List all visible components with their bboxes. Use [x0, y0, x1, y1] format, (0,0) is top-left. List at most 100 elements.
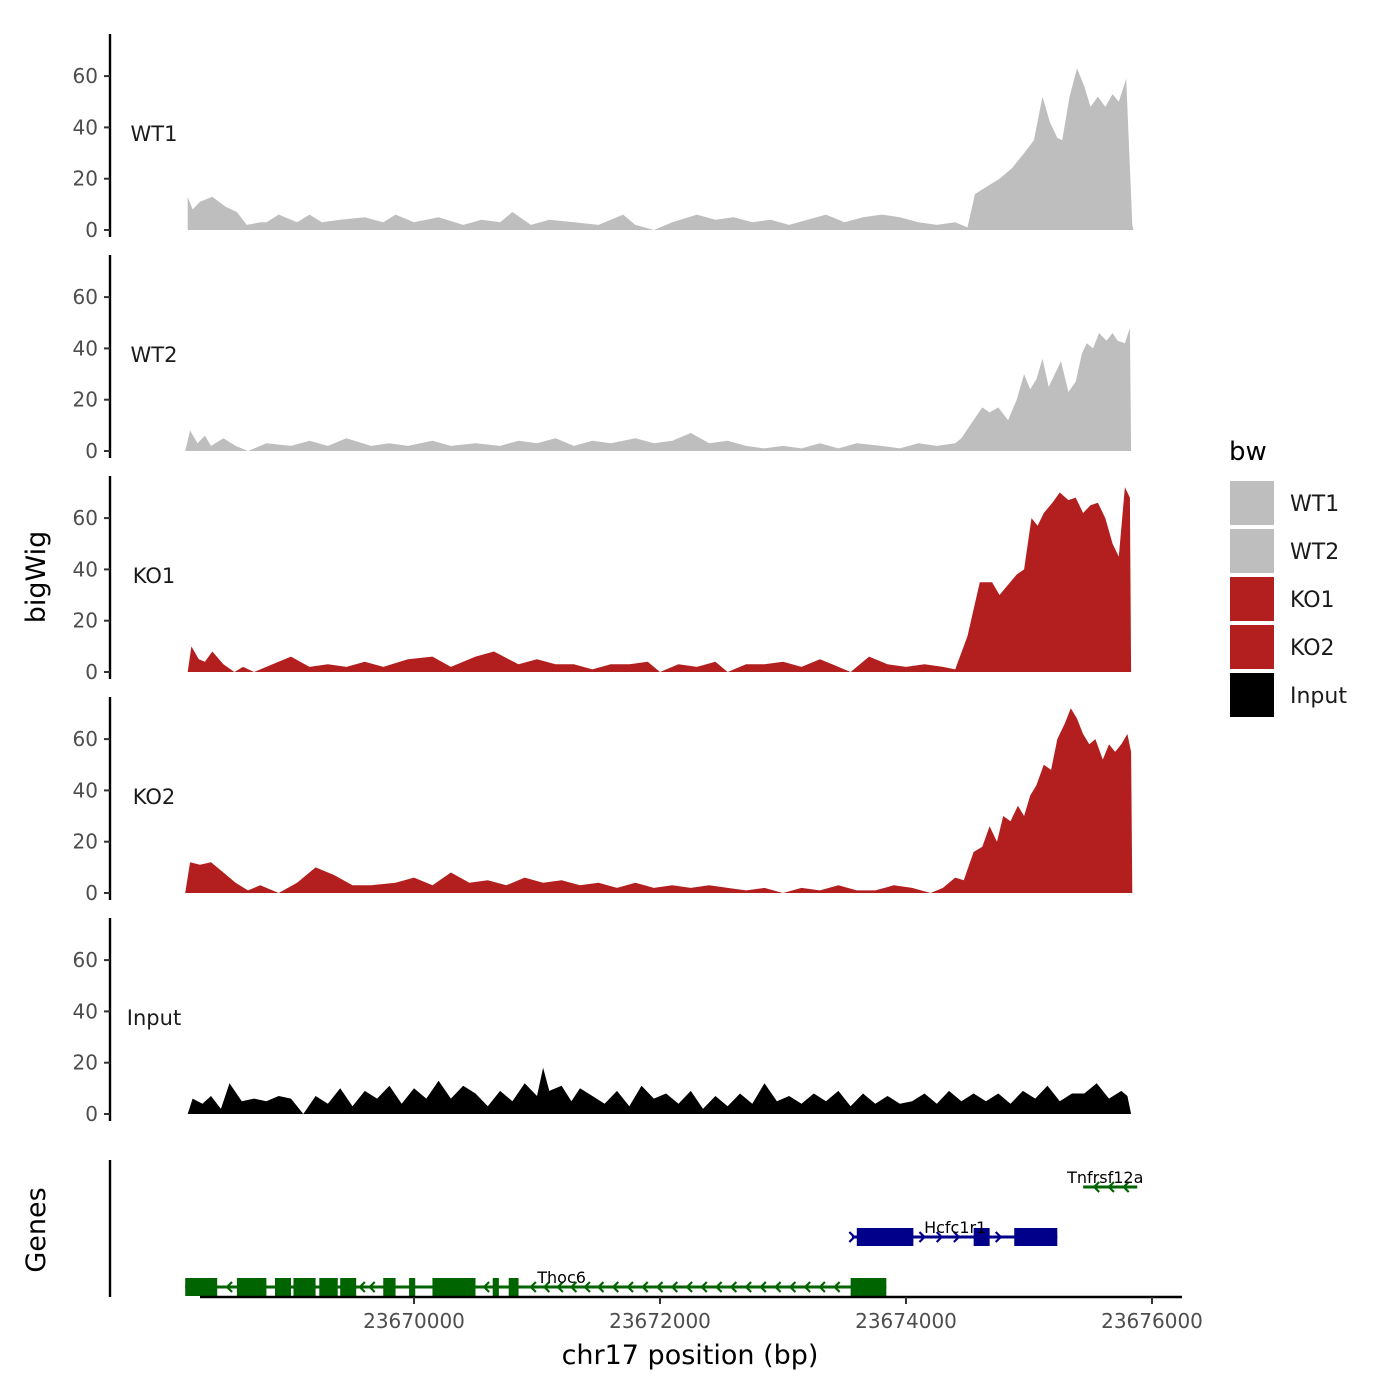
- y-tick-label: 40: [73, 999, 98, 1023]
- track-label: KO2: [133, 785, 176, 809]
- gene-exon: [185, 1278, 218, 1296]
- gene-exon: [340, 1278, 357, 1296]
- coverage-area-input: [187, 1067, 1132, 1114]
- track-panel-wt1: 0 20 40 60 WT1: [73, 34, 1134, 242]
- legend-swatch-ko2: [1228, 623, 1276, 671]
- gene-strand-arrow: [1107, 1181, 1115, 1193]
- legend-label-wt2: WT2: [1290, 540, 1339, 565]
- genes-axis-title: Genes: [21, 1187, 52, 1272]
- gene-exon: [236, 1278, 267, 1296]
- gene-tnfrsf12a: Tnfrsf12a: [1066, 1168, 1143, 1193]
- gene-strand-arrow: [611, 1281, 620, 1293]
- gene-label: Thoc6: [536, 1268, 586, 1287]
- gene-strand-arrow: [670, 1281, 679, 1293]
- y-tick-label: 60: [73, 948, 98, 972]
- gene-exon: [1014, 1228, 1058, 1246]
- track-panel-ko2: 0 20 40 60 KO2: [73, 697, 1133, 905]
- gene-hcfc1r1: Hcfc1r1: [848, 1218, 1058, 1246]
- track-panel-input: 0 20 40 60 Input: [73, 918, 1132, 1126]
- gene-strand-arrow: [715, 1281, 723, 1293]
- gene-strand-arrow: [848, 1231, 856, 1243]
- y-tick-label: 20: [73, 609, 98, 633]
- x-axis-title: chr17 position (bp): [562, 1340, 819, 1371]
- legend-label-ko2: KO2: [1290, 636, 1335, 661]
- gene-strand-arrow: [283, 1281, 291, 1293]
- y-tick-label: 20: [73, 167, 98, 191]
- gene-exon: [973, 1228, 990, 1246]
- gene-strand-arrow: [358, 1281, 366, 1293]
- gene-exon: [432, 1278, 476, 1296]
- y-tick-label: 40: [73, 115, 98, 139]
- gene-label: Hcfc1r1: [924, 1218, 986, 1237]
- track-panel-ko1: 0 20 40 60 KO1: [73, 476, 1132, 684]
- y-tick-label: 0: [85, 660, 98, 684]
- y-tick-label: 20: [73, 1051, 98, 1075]
- y-tick-label: 60: [73, 285, 98, 309]
- gene-exon: [409, 1278, 416, 1296]
- gene-strand-arrow: [225, 1281, 233, 1293]
- gene-strand-arrow: [556, 1281, 564, 1293]
- gene-strand-arrow: [368, 1281, 376, 1293]
- gene-exon: [856, 1228, 914, 1246]
- y-tick-label: 40: [73, 778, 98, 802]
- legend-swatch-ko1: [1228, 575, 1276, 623]
- coverage-area-wt2: [185, 327, 1132, 451]
- gene-exon: [850, 1278, 887, 1296]
- track-label: WT1: [131, 122, 178, 146]
- gene-exon: [492, 1278, 499, 1296]
- gene-strand-arrow: [569, 1281, 578, 1293]
- legend-label-input: Input: [1290, 684, 1347, 709]
- y-tick-label: 60: [73, 64, 98, 88]
- gene-strand-arrow: [655, 1281, 664, 1293]
- coverage-area-wt1: [187, 68, 1134, 231]
- gene-strand-arrow: [1122, 1181, 1130, 1193]
- gene-label: Tnfrsf12a: [1066, 1168, 1143, 1187]
- gene-strand-arrow: [542, 1281, 551, 1293]
- legend-title: bw: [1229, 437, 1267, 467]
- gene-strand-arrow: [788, 1281, 797, 1293]
- gene-strand-arrow: [685, 1281, 693, 1293]
- legend: bw WT1 WT2 KO1 KO2 Input: [1228, 437, 1347, 719]
- y-tick-label: 0: [85, 1102, 98, 1126]
- gene-exon: [293, 1278, 316, 1296]
- y-tick-label: 20: [73, 830, 98, 854]
- y-axis-title: bigWig: [21, 531, 52, 624]
- x-tick-label: 23674000: [855, 1309, 957, 1333]
- gene-exon: [319, 1278, 338, 1296]
- gene-strand-arrow: [918, 1231, 927, 1243]
- track-label: KO1: [133, 564, 176, 588]
- gene-strand-arrow: [935, 1231, 944, 1243]
- gene-strand-arrow: [641, 1281, 649, 1293]
- gene-exon: [508, 1278, 519, 1296]
- y-tick-label: 40: [73, 557, 98, 581]
- track-panel-wt2: 0 20 40 60 WT2: [73, 255, 1132, 463]
- gene-strand-arrow: [818, 1281, 826, 1293]
- gene-strand-arrow: [744, 1281, 752, 1293]
- y-tick-label: 0: [85, 881, 98, 905]
- legend-label-ko1: KO1: [1290, 588, 1335, 613]
- gene-strand-arrow: [994, 1231, 1003, 1243]
- legend-swatch-input: [1228, 671, 1276, 719]
- gene-strand-arrow: [700, 1281, 708, 1293]
- y-tick-label: 0: [85, 439, 98, 463]
- x-axis: 23670000 23672000 23674000 23676000: [200, 1295, 1203, 1333]
- gene-strand-arrow: [729, 1281, 738, 1293]
- gene-strand-arrow: [774, 1281, 782, 1293]
- track-label: Input: [127, 1006, 181, 1030]
- genes-panel: Thoc6 Hcfc1r1 Tnfrsf12a: [108, 1160, 1143, 1297]
- y-tick-label: 40: [73, 336, 98, 360]
- gene-strand-arrow: [803, 1281, 811, 1293]
- gene-strand-arrow: [626, 1281, 634, 1293]
- gene-strand-arrow: [953, 1231, 961, 1243]
- coverage-tracks: 0 20 40 60 WT1 0 20 40 60 WT2 0 20 40 60 KO1 0 20 40 60 KO2…: [73, 34, 1134, 1126]
- x-tick-label: 23672000: [609, 1309, 711, 1333]
- gene-strand-arrow: [583, 1281, 591, 1293]
- coverage-area-ko2: [185, 708, 1133, 893]
- x-tick-label: 23670000: [363, 1309, 465, 1333]
- legend-swatch-wt1: [1228, 479, 1276, 527]
- gene-exon: [383, 1278, 396, 1296]
- y-tick-label: 0: [85, 218, 98, 242]
- coverage-area-ko1: [187, 487, 1132, 672]
- y-tick-label: 20: [73, 388, 98, 412]
